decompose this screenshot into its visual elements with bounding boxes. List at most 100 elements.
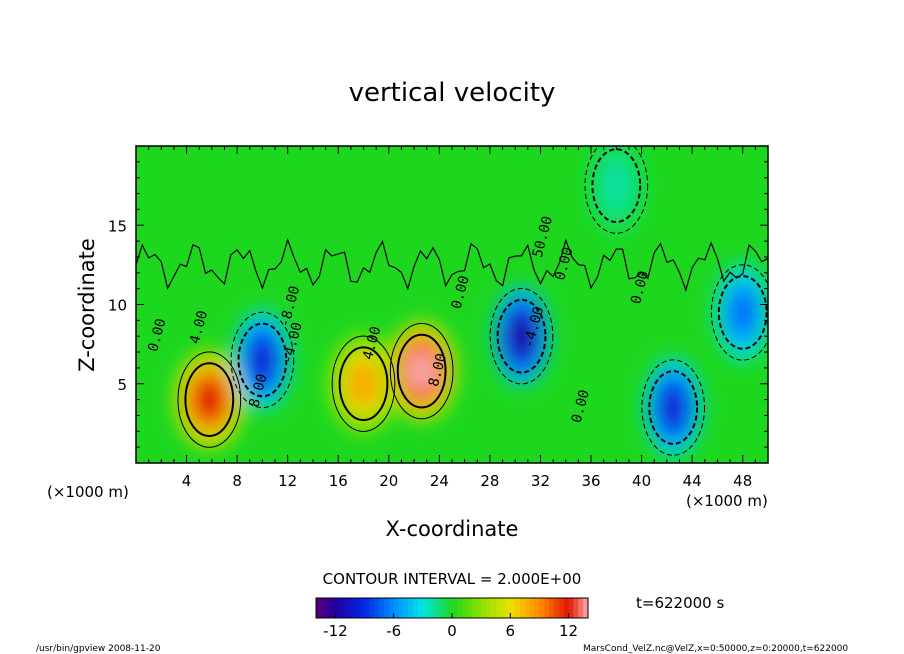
colorbar-swatch xyxy=(558,598,565,618)
y-axis: 5 10 15 xyxy=(108,145,768,464)
contour-line xyxy=(717,275,768,350)
plot-area: 0.00 4.008.00-4.00-8.004.008.000.000.0050… xyxy=(135,145,769,464)
colorbar-swatch xyxy=(320,598,327,618)
colorbar-swatch xyxy=(345,598,351,618)
colorbar-swatch xyxy=(578,598,584,618)
colorbar-swatch xyxy=(369,598,375,618)
colorbar-swatch xyxy=(379,598,385,618)
colorbar-swatch xyxy=(359,598,365,618)
colorbar-swatch xyxy=(398,598,404,618)
colorbar-tick-label: 6 xyxy=(506,622,516,640)
field-blob xyxy=(731,292,755,333)
colorbar-swatch xyxy=(403,598,409,618)
colorbar-swatch xyxy=(437,598,443,618)
field-blob xyxy=(661,387,685,428)
contour-line xyxy=(496,298,547,374)
x-tick-label: 8 xyxy=(232,472,242,490)
x-unit-left: (×1000 m) xyxy=(47,483,129,501)
colorbar-swatch xyxy=(413,598,419,618)
colorbar-swatch xyxy=(490,598,497,618)
colorbar-swatch xyxy=(573,598,579,618)
contour-line xyxy=(230,311,295,409)
colorbar-swatch xyxy=(340,598,346,618)
colorbar-swatch xyxy=(325,598,331,618)
colorbar-swatch xyxy=(374,598,380,618)
colorbar-tick-label: -12 xyxy=(323,622,348,640)
contour-line xyxy=(710,264,768,361)
x-tick-label: 40 xyxy=(632,472,651,490)
colorbar-swatch xyxy=(427,598,433,618)
x-unit-right: (×1000 m) xyxy=(686,492,768,510)
colorbar-swatch xyxy=(568,598,574,618)
field-blob xyxy=(604,165,628,206)
colorbar-swatch xyxy=(447,598,453,618)
colorbar-swatch xyxy=(471,598,477,618)
colorbar-swatch xyxy=(354,598,361,618)
colorbar-swatch xyxy=(432,598,438,618)
colorbar-swatch xyxy=(524,598,531,618)
y-tick-label: 5 xyxy=(117,376,127,394)
footer-right: MarsCond_VelZ.nc@VelZ,x=0:50000,z=0:2000… xyxy=(583,644,848,654)
colorbar-swatch xyxy=(388,598,395,618)
contour-line xyxy=(184,362,235,437)
colorbar-swatch xyxy=(481,598,487,618)
colorbar: -12 -6 0 6 12 xyxy=(315,597,589,640)
field-blob xyxy=(195,379,224,420)
x-axis: 4 8 12 16 20 24 28 32 36 40 44 48 xyxy=(135,146,769,490)
colorbar-swatch xyxy=(393,598,399,618)
contour-line xyxy=(331,335,396,432)
colorbar-swatch xyxy=(476,598,482,618)
colorbar-swatch xyxy=(549,598,555,618)
colorbar-swatch xyxy=(350,598,356,618)
x-tick-label: 32 xyxy=(531,472,550,490)
colorbar-swatch xyxy=(529,598,535,618)
colorbar-swatch xyxy=(442,598,448,618)
zero-contour-line xyxy=(136,237,768,292)
colorbar-swatch xyxy=(486,598,492,618)
colorbar-tick-label: 12 xyxy=(559,622,578,640)
colorbar-swatch xyxy=(554,598,560,618)
colorbar-tick-label: -6 xyxy=(386,622,401,640)
chart-title: vertical velocity xyxy=(349,78,556,108)
colorbar-swatch xyxy=(466,598,472,618)
y-axis-label: Z-coordinate xyxy=(75,238,99,372)
contour-line xyxy=(489,288,554,385)
x-tick-label: 4 xyxy=(182,472,192,490)
footer-left: /usr/bin/gpview 2008-11-20 xyxy=(36,644,161,654)
colorbar-swatch xyxy=(563,598,569,618)
contour-line xyxy=(177,351,242,448)
colorbar-swatch xyxy=(418,598,424,618)
colorbar-swatch xyxy=(505,598,511,618)
colorbar-swatch xyxy=(539,598,545,618)
contour-line xyxy=(641,359,706,456)
colorbar-tick-label: 0 xyxy=(447,622,457,640)
colorbar-swatch xyxy=(461,598,467,618)
contour-line xyxy=(389,322,454,420)
x-tick-label: 36 xyxy=(581,472,600,490)
x-axis-label: X-coordinate xyxy=(386,517,519,541)
contour-line xyxy=(396,333,447,409)
x-tick-label: 48 xyxy=(733,472,752,490)
colorbar-swatch xyxy=(510,598,516,618)
colorbar-swatch xyxy=(544,598,550,618)
colorbar-swatch xyxy=(515,598,521,618)
colorbar-swatch xyxy=(422,598,429,618)
contour-lines xyxy=(136,146,768,456)
contour-interval-text: CONTOUR INTERVAL = 2.000E+00 xyxy=(323,570,582,588)
contour-line xyxy=(338,346,389,422)
colorbar-swatch xyxy=(335,598,341,618)
colorbar-swatch xyxy=(330,598,336,618)
field-blob xyxy=(510,316,534,357)
colorbar-swatch xyxy=(384,598,390,618)
y-tick-label: 10 xyxy=(108,297,127,315)
colorbar-swatch xyxy=(364,598,370,618)
x-tick-label: 24 xyxy=(430,472,449,490)
contour-line xyxy=(584,146,649,234)
colorbar-swatch xyxy=(583,598,589,618)
field-blob xyxy=(250,340,274,380)
colorbar-swatch xyxy=(520,598,526,618)
contour-line xyxy=(648,370,699,445)
colorbar-swatch xyxy=(500,598,506,618)
y-tick-label: 15 xyxy=(108,217,127,235)
